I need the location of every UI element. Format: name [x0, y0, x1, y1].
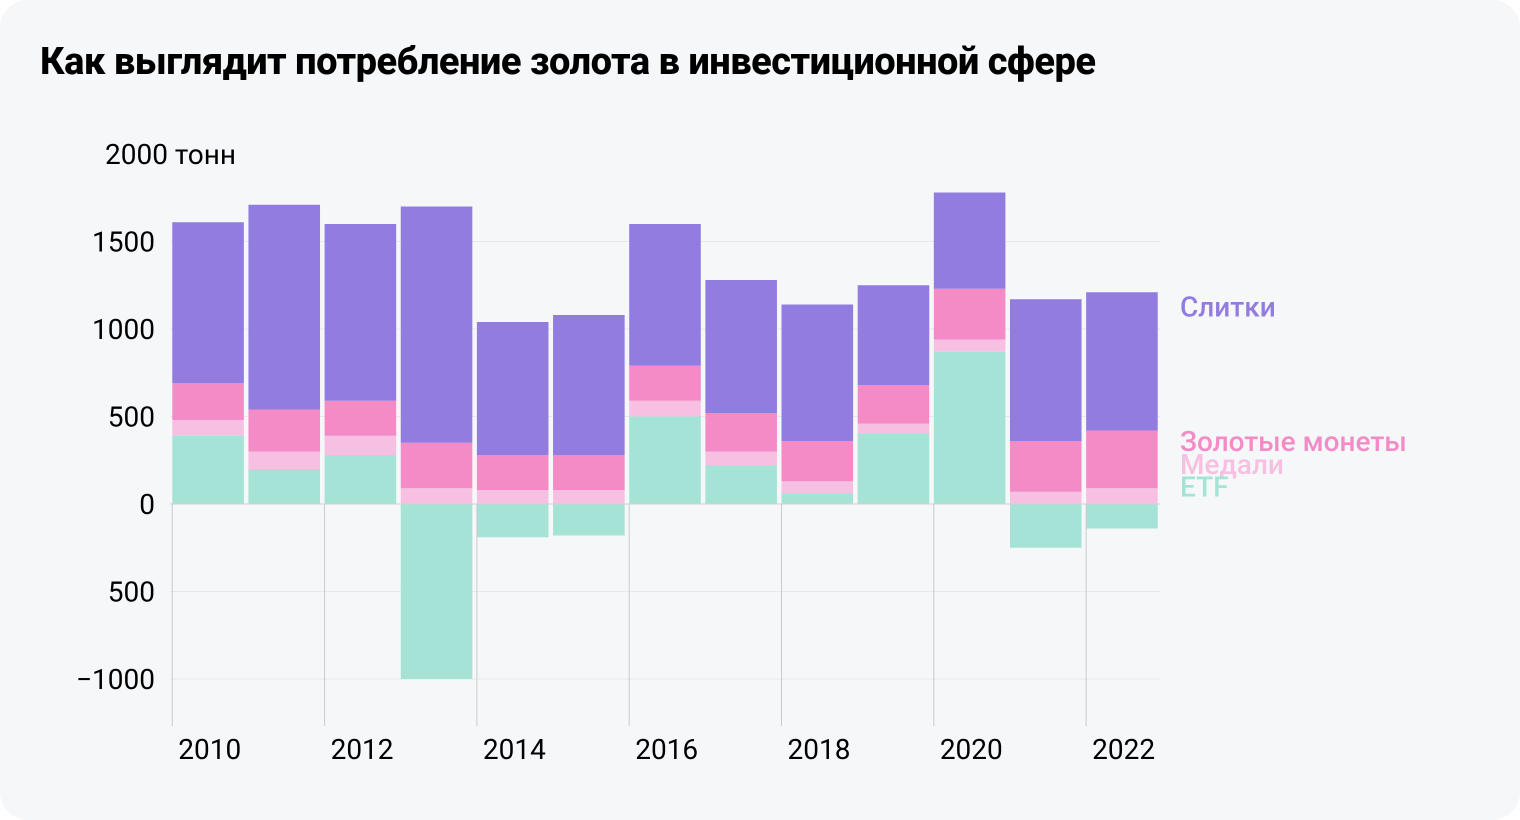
y-tick-label: 500 — [108, 401, 155, 434]
bar-segment-medals — [325, 436, 397, 455]
bar-segment-medals — [934, 340, 1006, 352]
bar-segment-bars — [934, 193, 1006, 289]
x-tick-label: 2022 — [1092, 733, 1155, 766]
bar-segment-etf — [782, 494, 854, 505]
y-tick-label: 0 — [139, 488, 155, 521]
bar-segment-coins — [1086, 431, 1158, 489]
y-unit-label: 2000 тонн — [105, 138, 236, 171]
bar-segment-coins — [477, 455, 549, 490]
bar-segment-etf — [629, 417, 701, 505]
x-tick-label: 2014 — [483, 733, 546, 766]
legend-label-bars: Слитки — [1180, 290, 1276, 323]
bar-segment-etf — [705, 466, 777, 505]
bar-segment-etf — [1010, 504, 1082, 548]
bar-segment-etf — [934, 352, 1006, 504]
bar-segment-etf — [325, 455, 397, 504]
bar-segment-etf — [1086, 504, 1158, 529]
bar-segment-medals — [553, 490, 625, 504]
legend-label-etf: ETF — [1180, 471, 1229, 504]
stacked-bar-chart: 1500 1000 500 0 500 −1000 2000 тонн 2010 2012 201… — [40, 104, 1480, 784]
bar-segment-etf — [172, 436, 244, 504]
y-tick-label: −1000 — [76, 663, 155, 696]
bar-segment-coins — [248, 410, 320, 452]
bar-segment-coins — [401, 443, 473, 489]
bar-segment-etf — [858, 434, 930, 504]
bar-segment-coins — [858, 385, 930, 424]
bar-segment-bars — [477, 322, 549, 455]
bar-segment-bars — [1010, 299, 1082, 441]
chart-title: Как выглядит потребление золота в инвест… — [40, 40, 1480, 84]
x-tick-label: 2018 — [788, 733, 851, 766]
y-tick-label: 1500 — [92, 226, 155, 259]
bar-segment-medals — [1010, 492, 1082, 504]
bar-segment-medals — [629, 401, 701, 417]
bar-segment-medals — [705, 452, 777, 466]
bar-segment-coins — [553, 455, 625, 490]
bar-segment-bars — [325, 224, 397, 401]
bar-segment-bars — [401, 207, 473, 443]
y-tick-label: 500 — [108, 576, 155, 609]
x-tick-label: 2016 — [635, 733, 698, 766]
bar-segment-coins — [325, 401, 397, 436]
bar-segment-medals — [1086, 488, 1158, 504]
bar-segment-coins — [172, 383, 244, 420]
bar-segment-medals — [172, 420, 244, 436]
bar-segment-bars — [782, 305, 854, 442]
x-tick-label: 2020 — [940, 733, 1003, 766]
bar-segment-bars — [172, 222, 244, 383]
bar-segment-medals — [477, 490, 549, 504]
bar-segment-coins — [782, 441, 854, 481]
bar-segment-bars — [248, 205, 320, 410]
bar-segment-medals — [858, 424, 930, 435]
bar-segment-bars — [1086, 292, 1158, 430]
bar-segment-coins — [934, 289, 1006, 340]
x-tick-label: 2012 — [331, 733, 394, 766]
bar-segment-medals — [401, 488, 473, 504]
bar-segment-etf — [248, 469, 320, 504]
bar-segment-bars — [705, 280, 777, 413]
bar-segment-etf — [553, 504, 625, 536]
bar-segment-bars — [629, 224, 701, 366]
bar-segment-medals — [782, 481, 854, 493]
y-tick-label: 1000 — [92, 313, 155, 346]
bar-segment-etf — [477, 504, 549, 537]
bar-segment-bars — [553, 315, 625, 455]
bar-segment-coins — [705, 413, 777, 452]
bar-segment-coins — [629, 366, 701, 401]
x-tick-label: 2010 — [178, 733, 241, 766]
chart-card: Как выглядит потребление золота в инвест… — [0, 0, 1520, 820]
chart-area: 1500 1000 500 0 500 −1000 2000 тонн 2010 2012 201… — [40, 104, 1480, 784]
bar-segment-bars — [858, 285, 930, 385]
bar-segment-medals — [248, 452, 320, 470]
bar-segment-etf — [401, 504, 473, 679]
bar-segment-coins — [1010, 441, 1082, 492]
